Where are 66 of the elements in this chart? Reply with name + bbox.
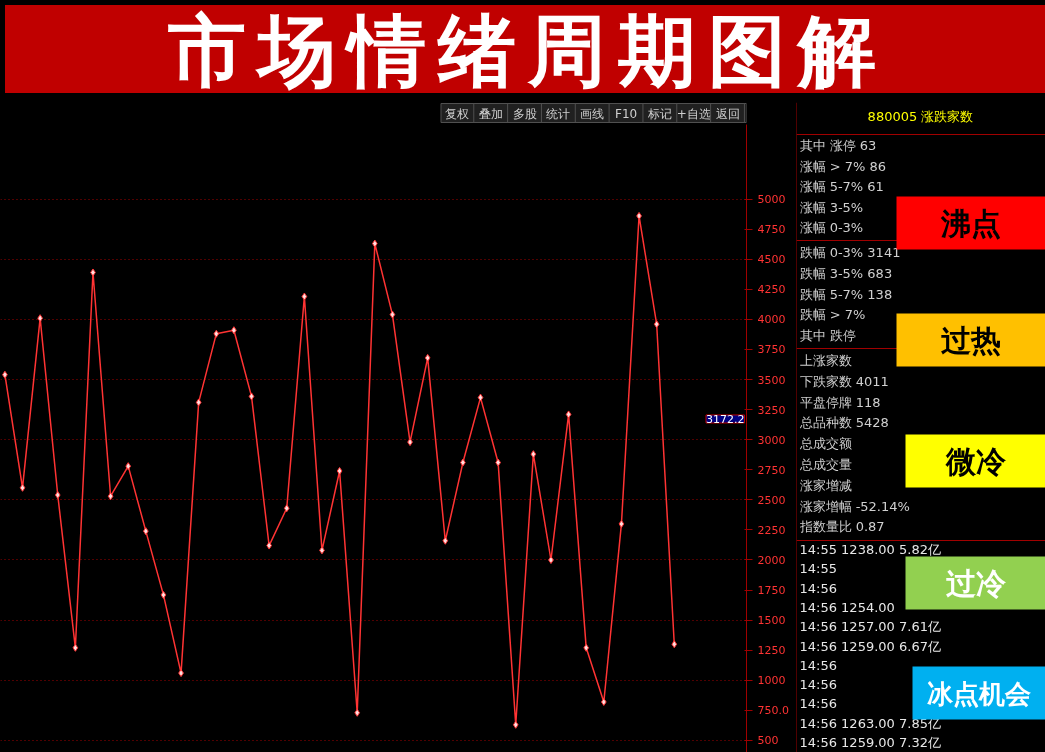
text: 14:55 <box>799 561 837 577</box>
y-tick-label: 3500 <box>757 373 786 387</box>
text: 其中 涨停 63 <box>799 138 877 153</box>
text: 统计 <box>546 106 571 121</box>
text: 跌幅 > 7% <box>799 307 866 323</box>
y-tick-label: 500 <box>757 734 779 748</box>
text: 上涨家数 <box>799 353 852 368</box>
text: 跌幅 3-5% 683 <box>799 265 893 281</box>
y-tick-label: 2750 <box>757 463 786 477</box>
text: 14:56 1263.00 7.85亿 <box>799 715 941 731</box>
y-tick-label: 4500 <box>757 253 786 267</box>
y-tick-label: 3750 <box>757 343 786 357</box>
text: 冰点机会 <box>927 678 1031 709</box>
text: 返回 <box>715 106 740 121</box>
text: 14:56 <box>799 696 837 712</box>
y-tick-label: 750.0 <box>757 704 789 718</box>
text: 复权 <box>444 106 469 121</box>
y-tick-label: 2000 <box>757 554 786 567</box>
y-tick-label: 4000 <box>757 313 786 327</box>
y-tick-label: 5000 <box>757 193 786 207</box>
text: 涨幅 3-5% <box>799 199 864 215</box>
text: 14:55 1238.00 5.82亿 <box>799 542 941 557</box>
text: 14:56 <box>799 677 837 693</box>
y-tick-label: 4750 <box>757 223 786 237</box>
text: 14:56 <box>799 580 837 596</box>
text: 其中 跌停 <box>799 328 856 344</box>
text: 总品种数 5428 <box>798 415 889 431</box>
text: 涨幅 > 7% 86 <box>799 158 886 174</box>
y-tick-label: 4250 <box>757 283 786 297</box>
text: 下跌家数 4011 <box>799 373 889 389</box>
text: 涨家增幅 -52.14% <box>799 498 910 514</box>
text: 14:56 1259.00 7.32亿 <box>799 735 941 750</box>
text: 标记 <box>646 106 672 121</box>
text: 过冷 <box>945 566 1007 601</box>
text: 涨幅 0-3% <box>799 220 864 236</box>
text: 14:56 1259.00 6.67亿 <box>799 638 941 654</box>
text: 14:56 1257.00 7.61亿 <box>799 619 941 635</box>
text: 跌幅 0-3% 3141 <box>799 245 901 260</box>
text: F10 <box>614 106 638 121</box>
text: 14:56 <box>799 657 837 673</box>
y-tick-label: 3000 <box>757 433 786 447</box>
text: 微冷 <box>944 444 1007 479</box>
text: 880005 涨跌家数 <box>867 109 974 124</box>
y-tick-label: 2500 <box>757 493 786 507</box>
y-tick-label: 3250 <box>757 403 786 417</box>
y-tick-label: 1250 <box>757 644 786 658</box>
text: 过热 <box>941 323 1001 358</box>
y-tick-label: 1500 <box>757 614 786 628</box>
text: +自选 <box>676 106 711 121</box>
chart-title: 市场情绪周期图解 <box>167 5 888 97</box>
y-tick-label: 1750 <box>757 584 786 598</box>
text: 沸点 <box>940 206 1001 241</box>
y-tick-label: 1000 <box>757 674 786 688</box>
y-tick-label: 2250 <box>757 523 786 537</box>
text: 涨幅 5-7% 61 <box>799 179 884 195</box>
text: 多股 <box>512 106 537 121</box>
text: 3172.2 <box>706 412 745 426</box>
text: 涨家增减 <box>799 477 852 493</box>
text: 叠加 <box>478 106 503 121</box>
text: 平盘停牌 118 <box>799 394 881 410</box>
text: 指数量比 0.87 <box>798 519 885 535</box>
text: 跌幅 5-7% 138 <box>799 286 893 302</box>
text: 总成交量 <box>798 457 852 472</box>
text: 画线 <box>580 106 605 121</box>
text: 14:56 1254.00 <box>799 599 895 615</box>
text: 总成交额 <box>798 436 852 452</box>
